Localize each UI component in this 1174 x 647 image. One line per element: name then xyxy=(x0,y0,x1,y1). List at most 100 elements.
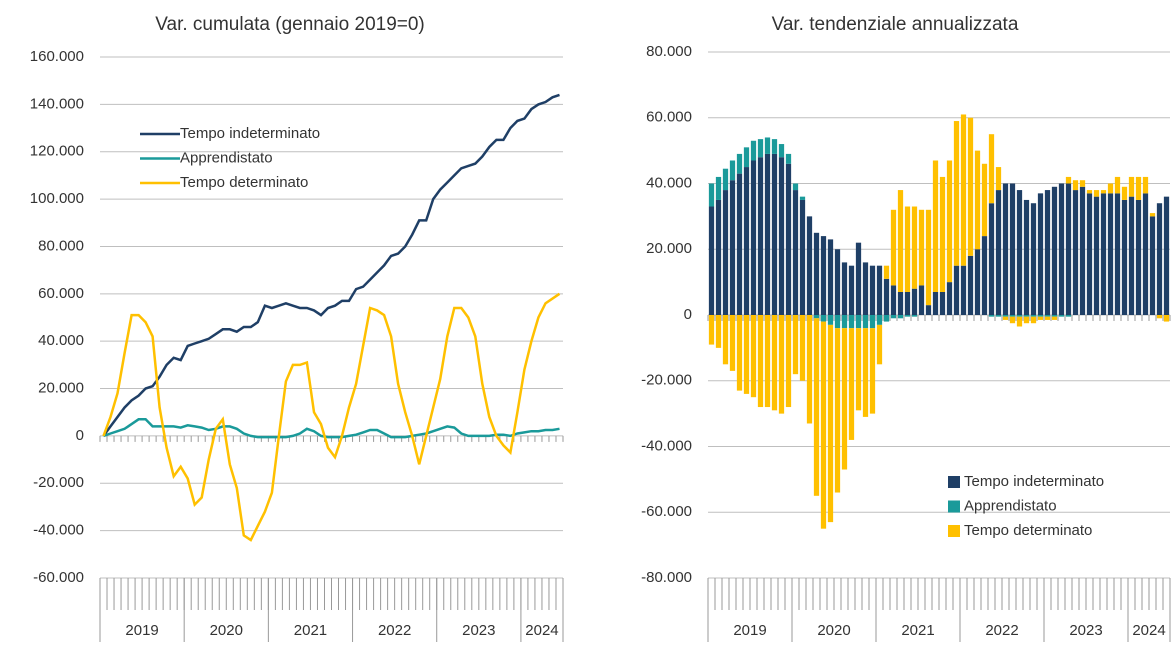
bar-segment xyxy=(820,321,827,529)
y-tick-label: 0 xyxy=(76,427,84,444)
bar-segment xyxy=(960,265,967,315)
bar-segment xyxy=(1016,315,1023,317)
bar-segment xyxy=(876,315,883,325)
bar-segment xyxy=(827,324,834,523)
y-tick-label: -60.000 xyxy=(641,503,692,520)
legend-label: Tempo determinato xyxy=(180,174,308,191)
bar-segment xyxy=(897,315,904,319)
bar-segment xyxy=(757,157,764,315)
bar-segment xyxy=(1016,316,1023,327)
bar-segment xyxy=(729,160,736,181)
y-tick-label: 120.000 xyxy=(30,143,84,160)
bar-segment xyxy=(1149,213,1156,217)
bar-segment xyxy=(1156,203,1163,315)
bar-segment xyxy=(904,315,911,317)
bar-segment xyxy=(764,153,771,315)
bar-segment xyxy=(918,209,925,286)
bar-segment xyxy=(1156,315,1163,319)
bar-segment xyxy=(1079,186,1086,315)
bar-segment xyxy=(827,315,834,325)
bar-segment xyxy=(974,249,981,315)
legend-label: Tempo indeterminato xyxy=(180,125,320,142)
x-tick-label: 2022 xyxy=(985,622,1018,639)
bar-segment xyxy=(1065,176,1072,184)
bar-segment xyxy=(1121,199,1128,315)
bar-segment xyxy=(1023,315,1030,317)
bar-segment xyxy=(981,163,988,237)
bar-segment xyxy=(820,236,827,315)
bar-segment xyxy=(1016,190,1023,315)
bar-segment xyxy=(939,291,946,315)
bar-segment xyxy=(820,315,827,322)
bar-segment xyxy=(1079,180,1086,187)
x-tick-label: 2020 xyxy=(817,622,850,639)
bar-segment xyxy=(1030,315,1037,317)
bar-segment xyxy=(1072,190,1079,315)
bar-segment xyxy=(1128,176,1135,197)
bar-segment xyxy=(1023,199,1030,315)
bar-segment xyxy=(1058,183,1065,315)
bar-segment xyxy=(1002,316,1009,320)
bar-segment xyxy=(799,196,806,200)
x-tick-label: 2024 xyxy=(525,622,558,639)
bar-segment xyxy=(1037,315,1044,317)
bar-segment xyxy=(1100,193,1107,315)
x-tick-label: 2020 xyxy=(210,622,243,639)
bar-segment xyxy=(715,315,722,348)
bar-segment xyxy=(1009,315,1016,317)
legend-label: Apprendistato xyxy=(180,149,273,166)
bar-segment xyxy=(932,291,939,315)
bar-segment xyxy=(855,315,862,329)
bar-segment xyxy=(736,315,743,391)
bar-segment xyxy=(862,328,869,417)
legend-label: Tempo indeterminato xyxy=(964,473,1104,490)
y-tick-label: -60.000 xyxy=(33,569,84,586)
bar-segment xyxy=(1107,183,1114,194)
bar-segment xyxy=(890,285,897,315)
bar-segment xyxy=(1142,193,1149,315)
bar-segment xyxy=(876,265,883,315)
bar-segment xyxy=(869,315,876,329)
bar-segment xyxy=(904,206,911,292)
bar-segment xyxy=(1065,315,1072,317)
bar-segment xyxy=(1023,316,1030,324)
x-tick-label: 2019 xyxy=(125,622,158,639)
legend-label: Tempo determinato xyxy=(964,522,1092,539)
bar-segment xyxy=(1044,315,1051,317)
bar-segment xyxy=(1037,193,1044,315)
y-tick-label: 60.000 xyxy=(38,285,84,302)
bar-segment xyxy=(988,203,995,315)
bar-segment xyxy=(1044,316,1051,320)
bar-segment xyxy=(1044,190,1051,315)
bar-segment xyxy=(1009,316,1016,324)
bar-segment xyxy=(960,114,967,266)
legend-label: Apprendistato xyxy=(964,497,1057,514)
bar-segment xyxy=(743,315,750,394)
bar-segment xyxy=(995,190,1002,315)
bar-segment xyxy=(729,315,736,371)
bar-segment xyxy=(834,328,841,493)
bar-segment xyxy=(855,328,862,411)
bar-segment xyxy=(1114,176,1121,194)
bar-segment xyxy=(946,282,953,315)
bar-segment xyxy=(883,278,890,315)
bar-segment xyxy=(967,117,974,256)
bar-segment xyxy=(736,153,743,174)
bar-segment xyxy=(806,315,813,424)
bar-segment xyxy=(1093,190,1100,197)
y-tick-label: 0 xyxy=(684,306,692,323)
bar-segment xyxy=(1163,196,1170,315)
bar-segment xyxy=(715,176,722,200)
bar-segment xyxy=(743,147,750,168)
bar-segment xyxy=(1163,315,1170,322)
bar-segment xyxy=(785,153,792,164)
bar-segment xyxy=(792,183,799,191)
x-tick-label: 2019 xyxy=(733,622,766,639)
x-tick-label: 2021 xyxy=(294,622,327,639)
bar-segment xyxy=(771,153,778,315)
bar-segment xyxy=(813,315,820,319)
bar-segment xyxy=(757,315,764,408)
bar-segment xyxy=(708,183,715,207)
y-tick-label: -20.000 xyxy=(641,372,692,389)
